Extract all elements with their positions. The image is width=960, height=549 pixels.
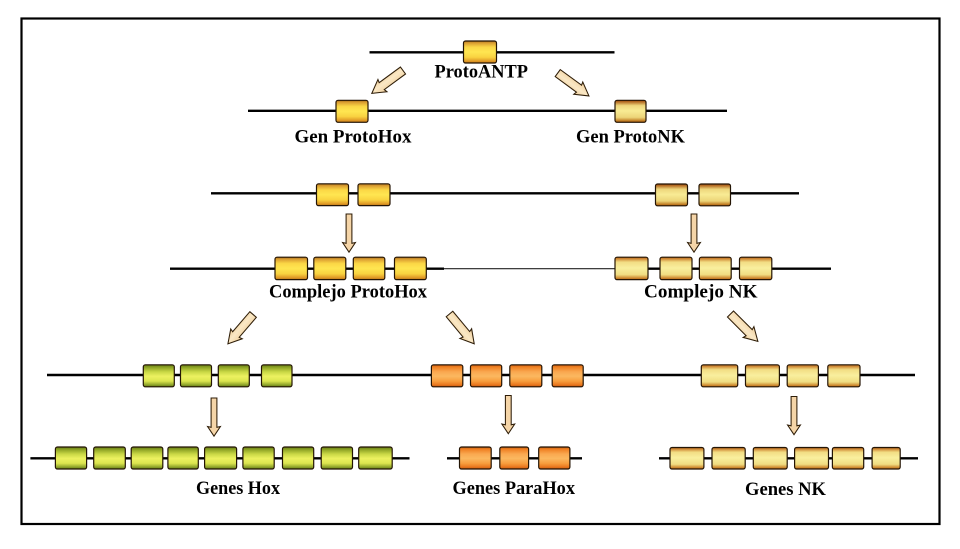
svg-text:Gen ProtoHox: Gen ProtoHox [295,127,412,148]
svg-text:Complejo NK: Complejo NK [644,282,758,303]
svg-text:Complejo ProtoHox: Complejo ProtoHox [269,282,427,303]
svg-text:Genes ParaHox: Genes ParaHox [453,478,576,499]
svg-text:Gen ProtoNK: Gen ProtoNK [576,127,685,148]
svg-text:ProtoANTP: ProtoANTP [435,62,529,83]
svg-text:Genes NK: Genes NK [745,479,826,500]
svg-text:Genes Hox: Genes Hox [196,478,280,499]
